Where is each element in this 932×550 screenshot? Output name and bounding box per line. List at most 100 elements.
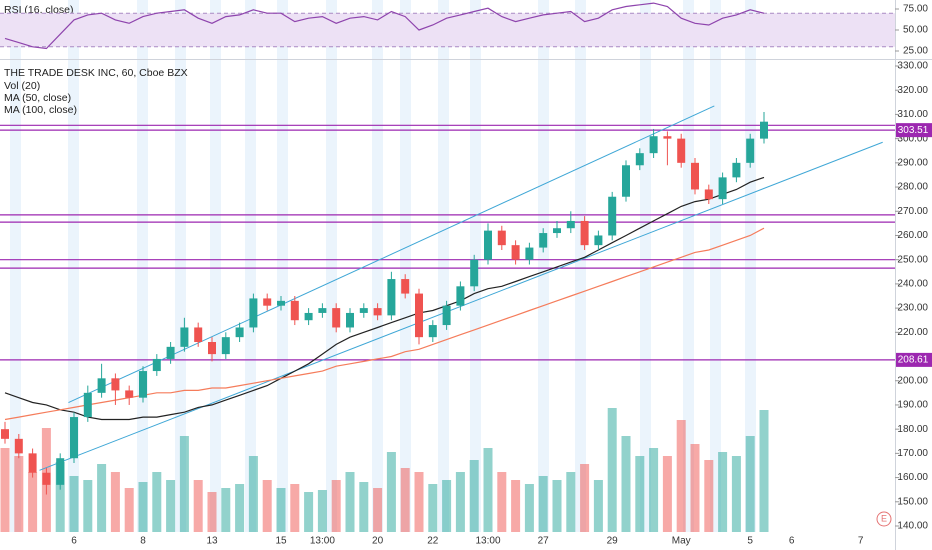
candle-body <box>42 472 51 485</box>
candle-body <box>691 162 699 190</box>
session-stripe <box>745 0 756 532</box>
rsi-tick-label: 75.00 <box>903 4 928 15</box>
volume-bar <box>621 436 631 532</box>
volume-bar <box>124 488 134 532</box>
candle-body <box>28 453 37 473</box>
x-tick-label: 5 <box>747 536 753 547</box>
candle-body <box>484 230 492 260</box>
volume-bar <box>414 472 424 532</box>
candle-body <box>111 378 120 391</box>
volume-bar <box>97 464 107 532</box>
x-tick-label: 22 <box>427 536 439 547</box>
x-tick-label: 8 <box>140 536 146 547</box>
candle-body <box>760 121 768 139</box>
candle-body <box>208 342 216 355</box>
y-tick-label: 190.00 <box>897 400 928 411</box>
session-stripe <box>538 0 549 532</box>
session-stripe <box>640 0 651 532</box>
candle-body <box>470 259 479 287</box>
session-stripe <box>400 0 411 532</box>
volume-bar <box>359 482 369 532</box>
y-tick-label: 300.00 <box>897 133 928 144</box>
session-stripe <box>68 0 79 532</box>
x-tick-label: 13:00 <box>475 536 500 547</box>
volume-bar <box>248 456 258 532</box>
y-tick-label: 160.00 <box>897 472 928 483</box>
volume-bar <box>635 456 645 532</box>
x-tick-label: 29 <box>607 536 619 547</box>
session-stripe <box>683 0 694 532</box>
earnings-icon <box>876 511 892 527</box>
candle-body <box>622 165 630 197</box>
y-tick-label: 320.00 <box>897 85 928 96</box>
y-tick-label: 260.00 <box>897 230 928 241</box>
earnings-label: E <box>881 513 887 523</box>
volume-bar <box>442 480 452 532</box>
candle-body <box>649 136 658 154</box>
candle-body <box>566 220 575 229</box>
rsi-tick-label: 50.00 <box>903 25 928 36</box>
candle-body <box>346 312 354 328</box>
legend-vol: Vol (20) <box>4 80 40 92</box>
candle-body <box>401 279 410 294</box>
level-label-box <box>896 352 932 367</box>
volume-bar <box>235 484 245 532</box>
candle-body <box>332 308 341 328</box>
candle-body <box>14 438 23 454</box>
volume-bar <box>276 488 286 532</box>
volume-bar <box>690 444 700 532</box>
candle-body <box>456 286 465 306</box>
candle-body <box>194 327 203 342</box>
volume-bar <box>566 472 576 532</box>
session-stripe <box>438 0 449 532</box>
volume-bar <box>662 456 672 532</box>
candle-body <box>387 279 396 316</box>
trendline <box>68 105 715 403</box>
y-tick-label: 170.00 <box>897 448 928 459</box>
candle-body <box>373 308 382 316</box>
candle-body <box>70 417 78 459</box>
volume-bar <box>580 464 590 532</box>
volume-bar <box>524 484 534 532</box>
candle-body <box>56 458 65 485</box>
candle-body <box>304 312 313 321</box>
y-tick-label: 270.00 <box>897 206 928 217</box>
x-tick-label: May <box>672 536 691 547</box>
session-shading <box>10 0 756 532</box>
rsi-band <box>0 13 895 47</box>
session-stripe <box>175 0 186 532</box>
level-label-box <box>896 123 932 138</box>
candle-body <box>249 298 258 328</box>
volume-bar <box>290 484 300 532</box>
y-tick-label: 290.00 <box>897 157 928 168</box>
session-stripe <box>277 0 288 532</box>
candle-body <box>235 327 244 338</box>
legend-ma100: MA (100, close) <box>4 104 77 116</box>
volume-bar <box>676 420 686 532</box>
volume-bar <box>193 480 203 532</box>
x-tick-label: 6 <box>789 536 795 547</box>
candle-body <box>746 138 755 163</box>
x-tick-label: 27 <box>538 536 550 547</box>
volume-bar <box>718 452 728 532</box>
x-tick-label: 7 <box>858 536 864 547</box>
candle-body <box>180 327 189 347</box>
volume-bar <box>28 472 38 532</box>
volume-bar <box>166 480 176 532</box>
session-stripe <box>372 0 383 532</box>
volume-bar <box>483 448 493 532</box>
candle-body <box>221 337 230 355</box>
candle-body <box>732 162 741 178</box>
candle-body <box>704 189 713 200</box>
volume-bar <box>331 480 341 532</box>
session-stripe <box>210 0 221 532</box>
volume-bar <box>386 452 396 532</box>
candle-body <box>152 358 161 372</box>
volume-bar <box>759 410 769 532</box>
volume-bar <box>607 408 617 532</box>
candle-body <box>277 300 285 306</box>
candle-body <box>608 196 617 236</box>
ma-line <box>4 176 765 421</box>
legend-ma50: MA (50, close) <box>4 92 71 104</box>
candle-body <box>635 153 644 166</box>
